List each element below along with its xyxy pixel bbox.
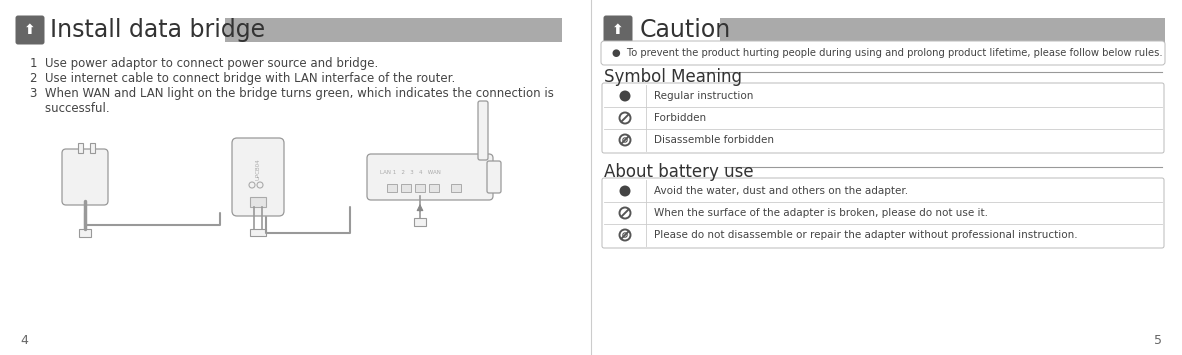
Text: 5: 5 [1154, 334, 1162, 347]
Text: LAN 1   2   3   4   WAN: LAN 1 2 3 4 WAN [379, 170, 441, 175]
FancyBboxPatch shape [232, 138, 284, 216]
FancyBboxPatch shape [15, 16, 45, 44]
FancyBboxPatch shape [478, 101, 488, 160]
Text: Please do not disassemble or repair the adapter without professional instruction: Please do not disassemble or repair the … [654, 230, 1078, 240]
Text: About battery use: About battery use [604, 163, 754, 181]
Bar [429, 184, 439, 192]
Text: 2  Use internet cable to connect bridge with LAN interface of the router.: 2 Use internet cable to connect bridge w… [30, 72, 455, 85]
Bar [225, 18, 561, 42]
FancyBboxPatch shape [602, 178, 1164, 248]
Bar [415, 184, 426, 192]
Text: 1  Use power adaptor to connect power source and bridge.: 1 Use power adaptor to connect power sou… [30, 57, 378, 70]
Bar [78, 143, 83, 153]
Bar [401, 184, 411, 192]
Circle shape [619, 91, 630, 102]
Circle shape [619, 186, 630, 197]
Bar [720, 18, 1165, 42]
Bar [79, 229, 91, 237]
FancyBboxPatch shape [61, 149, 108, 205]
Text: 3  When WAN and LAN light on the bridge turns green, which indicates the connect: 3 When WAN and LAN light on the bridge t… [30, 87, 554, 100]
Text: When the surface of the adapter is broken, please do not use it.: When the surface of the adapter is broke… [654, 208, 988, 218]
Bar [452, 184, 461, 192]
FancyBboxPatch shape [366, 154, 493, 200]
Text: Disassemble forbidden: Disassemble forbidden [654, 135, 774, 145]
FancyBboxPatch shape [251, 197, 266, 207]
Text: Avoid the water, dust and others on the adapter.: Avoid the water, dust and others on the … [654, 186, 908, 196]
FancyBboxPatch shape [604, 16, 632, 44]
Text: Install data bridge: Install data bridge [50, 18, 265, 42]
Text: ⬆: ⬆ [24, 23, 35, 37]
Bar [414, 218, 426, 226]
FancyBboxPatch shape [487, 161, 501, 193]
Text: Forbidden: Forbidden [654, 113, 706, 123]
Text: 4: 4 [20, 334, 28, 347]
FancyBboxPatch shape [602, 83, 1164, 153]
FancyBboxPatch shape [600, 41, 1165, 65]
Text: ●  To prevent the product hurting people during using and prolong product lifeti: ● To prevent the product hurting people … [612, 48, 1163, 58]
Text: successful.: successful. [30, 102, 110, 115]
Text: Symbol Meaning: Symbol Meaning [604, 68, 742, 86]
Text: Caution: Caution [639, 18, 732, 42]
Text: UPCB04: UPCB04 [255, 158, 260, 180]
Bar [90, 143, 95, 153]
Bar [387, 184, 397, 192]
Text: ⬆: ⬆ [612, 23, 624, 37]
Text: Regular instruction: Regular instruction [654, 91, 753, 101]
Bar [251, 229, 266, 236]
